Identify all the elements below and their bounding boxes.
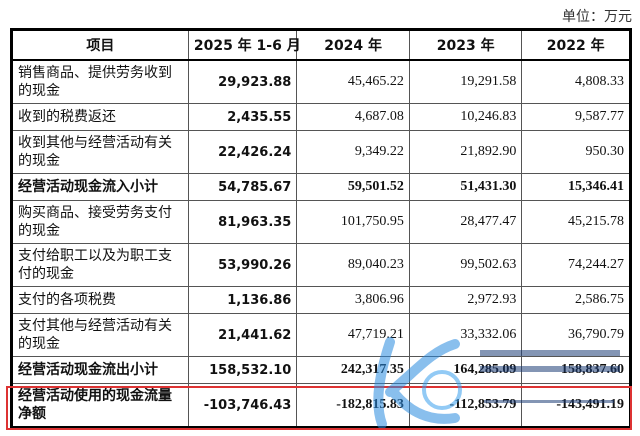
row-label: 支付的各项税费 xyxy=(11,286,189,314)
cell-value: 164,285.09 xyxy=(408,356,523,384)
cell-value: 2,586.75 xyxy=(521,286,631,314)
table-row: 支付的各项税费 1,136.86 3,806.96 2,972.93 2,586.75 xyxy=(11,286,631,314)
table-row: 经营活动使用的现金流量净额 -103,746.43 -182,815.83 -112,… xyxy=(11,383,631,428)
cell-value: -103,746.43 xyxy=(187,383,298,428)
cell-value: 28,477.47 xyxy=(408,200,523,244)
table-row: 销售商品、提供劳务收到的现金 29,923.88 45,465.22 19,291.5… xyxy=(11,59,631,104)
cell-value: 21,441.62 xyxy=(187,313,298,357)
cell-value: 99,502.63 xyxy=(408,243,523,287)
cell-value: 2,972.93 xyxy=(408,286,523,314)
row-label: 支付其他与经营活动有关的现金 xyxy=(11,313,189,357)
cash-flow-table: 项目 2025 年 1-6 月 2024 年 2023 年 2022 年 销售商… xyxy=(10,28,632,429)
table-row: 经营活动现金流入小计 54,785.67 59,501.52 51,431.30 15,… xyxy=(11,173,631,201)
cell-value: 4,808.33 xyxy=(521,59,631,104)
cell-value: 59,501.52 xyxy=(296,173,410,201)
row-label: 经营活动现金流出小计 xyxy=(11,356,189,384)
cell-value: 29,923.88 xyxy=(187,59,298,104)
header-2024: 2024 年 xyxy=(296,29,410,61)
cell-value: -182,815.83 xyxy=(296,383,410,428)
cell-value: 242,317.35 xyxy=(296,356,410,384)
cell-value: 54,785.67 xyxy=(187,173,298,201)
cell-value: 74,244.27 xyxy=(521,243,631,287)
header-row: 项目 2025 年 1-6 月 2024 年 2023 年 2022 年 xyxy=(11,29,631,61)
cell-value: 9,349.22 xyxy=(296,130,410,174)
cell-value: 1,136.86 xyxy=(187,286,298,314)
cell-value: 45,465.22 xyxy=(296,59,410,104)
cell-value: 2,435.55 xyxy=(187,103,298,131)
table-row: 支付其他与经营活动有关的现金 21,441.62 47,719.21 33,332.0… xyxy=(11,313,631,357)
cell-value: 158,532.10 xyxy=(187,356,298,384)
cell-value: 19,291.58 xyxy=(408,59,523,104)
cell-value: 36,790.79 xyxy=(521,313,631,357)
cell-value: 45,215.78 xyxy=(521,200,631,244)
cell-value: 51,431.30 xyxy=(408,173,523,201)
header-item: 项目 xyxy=(11,29,189,61)
table-row: 购买商品、接受劳务支付的现金 81,963.35 101,750.95 28,477.… xyxy=(11,200,631,244)
table-row: 支付给职工以及为职工支付的现金 53,990.26 89,040.23 99,502.… xyxy=(11,243,631,287)
table-row: 收到的税费返还 2,435.55 4,687.08 10,246.83 9,587.77 xyxy=(11,103,631,131)
cell-value: 15,346.41 xyxy=(521,173,631,201)
cell-value: -143,491.19 xyxy=(521,383,631,428)
cell-value: 81,963.35 xyxy=(187,200,298,244)
cell-value: 3,806.96 xyxy=(296,286,410,314)
cell-value: 158,837.60 xyxy=(521,356,631,384)
cell-value: 4,687.08 xyxy=(296,103,410,131)
unit-label: 单位：万元 xyxy=(562,9,632,25)
header-2023: 2023 年 xyxy=(408,29,523,61)
cell-value: 89,040.23 xyxy=(296,243,410,287)
header-2022: 2022 年 xyxy=(521,29,631,61)
row-label: 收到的税费返还 xyxy=(11,103,189,131)
row-label: 经营活动使用的现金流量净额 xyxy=(11,383,189,428)
row-label: 购买商品、接受劳务支付的现金 xyxy=(11,200,189,244)
cell-value: 53,990.26 xyxy=(187,243,298,287)
header-2025h1: 2025 年 1-6 月 xyxy=(187,29,301,61)
cell-value: -112,853.79 xyxy=(408,383,523,428)
cell-value: 21,892.90 xyxy=(408,130,523,174)
row-label: 经营活动现金流入小计 xyxy=(11,173,189,201)
cell-value: 33,332.06 xyxy=(408,313,523,357)
cell-value: 101,750.95 xyxy=(296,200,410,244)
table-row: 收到其他与经营活动有关的现金 22,426.24 9,349.22 21,892.90… xyxy=(11,130,631,174)
cell-value: 10,246.83 xyxy=(408,103,523,131)
cell-value: 47,719.21 xyxy=(296,313,410,357)
cell-value: 22,426.24 xyxy=(187,130,298,174)
cell-value: 9,587.77 xyxy=(521,103,631,131)
table-row: 经营活动现金流出小计 158,532.10 242,317.35 164,285.09… xyxy=(11,356,631,384)
cell-value: 950.30 xyxy=(521,130,631,174)
row-label: 收到其他与经营活动有关的现金 xyxy=(11,130,189,174)
row-label: 支付给职工以及为职工支付的现金 xyxy=(11,243,189,287)
row-label: 销售商品、提供劳务收到的现金 xyxy=(11,59,189,104)
